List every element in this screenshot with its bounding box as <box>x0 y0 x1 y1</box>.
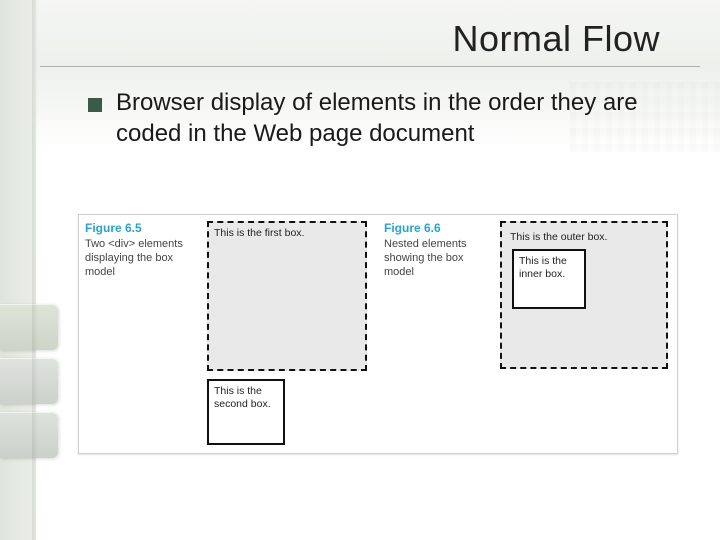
figure-6-5-box2: This is the second box. <box>207 379 285 445</box>
rail-block-3 <box>0 412 58 458</box>
figure-6-6-inner-label: This is the inner box. <box>514 251 584 285</box>
bullet-icon <box>88 98 102 112</box>
figure-6-6-outer-label: This is the outer box. <box>508 229 660 244</box>
figure-6-6-outer: This is the outer box. This is the inner… <box>500 221 668 369</box>
title-underline <box>40 66 700 67</box>
rail-block-2 <box>0 358 58 404</box>
figure-6-6-inner: This is the inner box. <box>512 249 586 309</box>
slide-title: Normal Flow <box>452 18 660 60</box>
slide-container: Normal Flow Browser display of elements … <box>0 0 720 540</box>
figure-6-5-caption: Figure 6.5 Two <div> elements displaying… <box>85 221 195 279</box>
figure-6-6-number: Figure 6.6 <box>384 221 494 236</box>
figure-6-6: Figure 6.6 Nested elements showing the b… <box>378 215 677 453</box>
figure-6-5: Figure 6.5 Two <div> elements displaying… <box>79 215 378 453</box>
figure-6-5-desc: Two <div> elements displaying the box mo… <box>85 238 195 279</box>
figure-6-6-caption: Figure 6.6 Nested elements showing the b… <box>384 221 494 279</box>
left-rail <box>0 0 36 540</box>
rail-block-1 <box>0 304 58 350</box>
figure-6-5-number: Figure 6.5 <box>85 221 195 236</box>
bullet-text: Browser display of elements in the order… <box>116 88 668 149</box>
figure-6-5-box2-label: This is the second box. <box>209 381 283 415</box>
figure-6-5-box1-label: This is the first box. <box>209 223 365 244</box>
figure-6-5-box1: This is the first box. <box>207 221 367 371</box>
figure-6-6-desc: Nested elements showing the box model <box>384 238 494 279</box>
bullet-row: Browser display of elements in the order… <box>88 88 668 149</box>
figure-panel: Figure 6.5 Two <div> elements displaying… <box>78 214 678 454</box>
